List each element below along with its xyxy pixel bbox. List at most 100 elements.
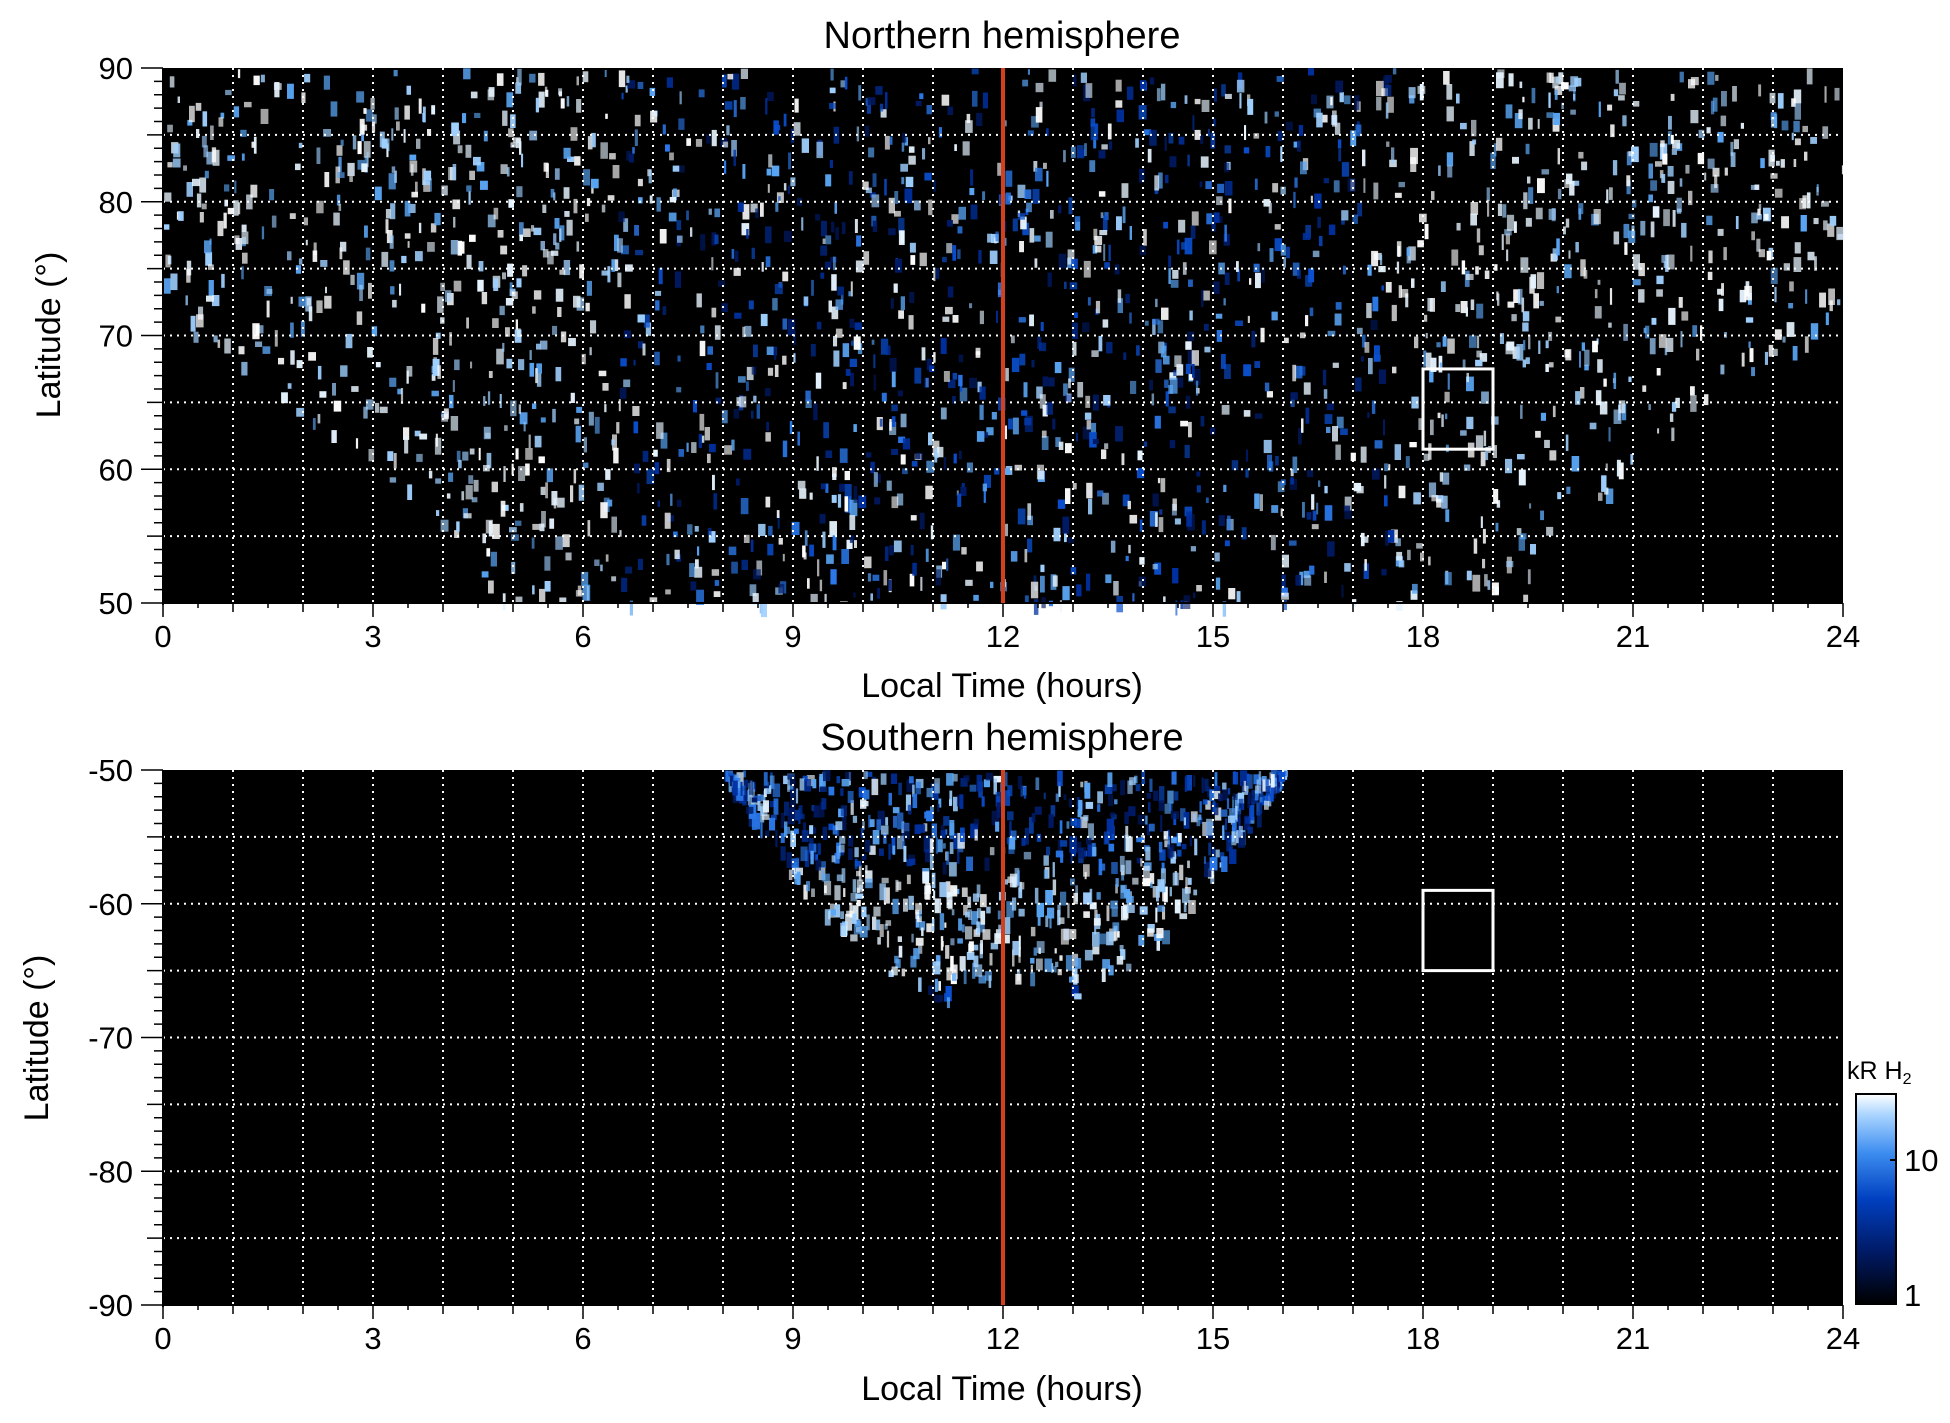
north-emission-pixel	[533, 227, 542, 236]
south-emission-pixel	[1003, 790, 1011, 806]
south-emission-pixel	[925, 810, 934, 822]
south-emission-pixel	[1048, 814, 1054, 828]
north-emission-pixel	[274, 82, 280, 98]
south-emission-pixel	[891, 966, 898, 976]
south-emission-pixel	[1229, 849, 1237, 864]
north-emission-pixel	[452, 199, 461, 210]
north-emission-pixel	[1340, 428, 1348, 435]
north-emission-pixel	[1512, 346, 1520, 359]
south-emission-pixel	[1265, 779, 1269, 786]
south-emission-pixel	[1060, 840, 1068, 847]
north-emission-pixel	[478, 447, 481, 461]
south-emission-pixel	[1126, 904, 1135, 913]
north-emission-pixel	[316, 147, 321, 164]
south-emission-pixel	[1045, 890, 1053, 906]
north-emission-pixel	[1483, 430, 1487, 447]
north-emission-pixel	[557, 307, 562, 317]
south-emission-pixel	[773, 798, 779, 815]
north-emission-pixel	[1533, 293, 1539, 309]
north-emission-pixel	[1374, 345, 1380, 362]
north-emission-pixel	[591, 132, 596, 148]
north-emission-pixel	[1012, 417, 1019, 435]
north-emission-pixel	[477, 279, 484, 292]
north-emission-pixel	[519, 234, 523, 242]
south-emission-pixel	[908, 895, 914, 910]
north-emission-pixel	[1194, 98, 1201, 105]
north-emission-pixel	[1561, 102, 1564, 110]
north-emission-pixel	[1656, 368, 1661, 376]
north-emission-pixel	[1216, 330, 1222, 342]
north-emission-pixel	[261, 226, 265, 240]
north-emission-pixel	[463, 513, 472, 519]
north-emission-pixel	[289, 213, 296, 219]
north-emission-pixel	[1228, 198, 1232, 214]
north-emission-pixel	[553, 233, 557, 246]
north-emission-pixel	[1110, 540, 1116, 553]
north-emission-pixel	[224, 199, 228, 207]
north-emission-pixel	[783, 183, 787, 191]
north-emission-pixel	[1072, 74, 1077, 87]
north-emission-pixel	[591, 185, 594, 194]
north-emission-pixel	[604, 404, 607, 413]
north-emission-pixel	[1423, 350, 1427, 367]
north-emission-pixel	[1561, 82, 1569, 90]
south-emission-pixel	[1248, 817, 1255, 824]
north-emission-pixel	[317, 414, 321, 424]
north-emission-pixel	[1556, 238, 1560, 256]
north-emission-pixel	[515, 319, 518, 333]
south-emission-pixel	[935, 837, 938, 854]
south-emission-pixel	[915, 937, 924, 946]
south-emission-pixel	[1089, 902, 1097, 910]
north-emission-pixel	[908, 155, 916, 165]
south-emission-pixel	[950, 938, 955, 946]
north-emission-pixel	[552, 408, 556, 423]
north-emission-pixel	[797, 480, 806, 490]
north-emission-pixel	[654, 351, 660, 366]
south-emission-pixel	[1106, 818, 1115, 834]
north-emission-pixel	[508, 128, 514, 138]
north-emission-pixel	[1557, 492, 1562, 500]
north-emission-pixel	[1121, 453, 1125, 466]
south-emission-pixel	[1052, 879, 1057, 896]
south-emission-pixel	[1164, 803, 1171, 814]
north-emission-pixel	[952, 315, 959, 323]
north-emission-pixel	[879, 103, 884, 112]
south-emission-pixel	[898, 782, 902, 796]
north-emission-pixel	[1688, 190, 1693, 206]
north-emission-pixel	[604, 70, 607, 78]
north-emission-pixel	[1357, 203, 1363, 217]
south-emission-pixel	[907, 804, 912, 815]
north-emission-pixel	[1027, 515, 1033, 526]
north-emission-pixel	[1095, 245, 1102, 253]
north-emission-pixel	[983, 474, 991, 488]
north-emission-pixel	[741, 223, 750, 236]
north-emission-pixel	[728, 546, 737, 556]
north-emission-pixel	[416, 138, 421, 149]
south-emission-pixel	[1043, 869, 1049, 879]
north-emission-pixel	[875, 473, 881, 483]
north-emission-pixel	[1466, 376, 1474, 392]
south-emission-pixel	[946, 967, 954, 981]
south-highlight-box	[1421, 888, 1495, 973]
south-emission-pixel	[888, 843, 891, 860]
north-emission-pixel	[1786, 322, 1795, 337]
south-emission-pixel	[1258, 802, 1263, 814]
north-emission-pixel	[1290, 477, 1294, 485]
north-emission-pixel	[1092, 245, 1098, 254]
south-emission-pixel	[895, 879, 899, 892]
north-emission-pixel	[1441, 495, 1448, 509]
north-emission-pixel	[936, 268, 940, 279]
north-emission-pixel	[1732, 86, 1737, 102]
north-emission-pixel	[241, 361, 248, 376]
south-emission-pixel	[811, 888, 815, 897]
north-emission-pixel	[626, 150, 632, 161]
north-emission-pixel	[1292, 364, 1297, 382]
north-emission-pixel	[822, 238, 826, 244]
north-emission-pixel	[1584, 364, 1589, 371]
north-emission-pixel	[549, 518, 555, 529]
north-emission-pixel	[690, 227, 693, 237]
north-emission-pixel	[582, 584, 591, 601]
north-emission-pixel	[1059, 600, 1062, 613]
north-emission-pixel	[1615, 69, 1619, 84]
north-emission-pixel	[401, 255, 407, 264]
